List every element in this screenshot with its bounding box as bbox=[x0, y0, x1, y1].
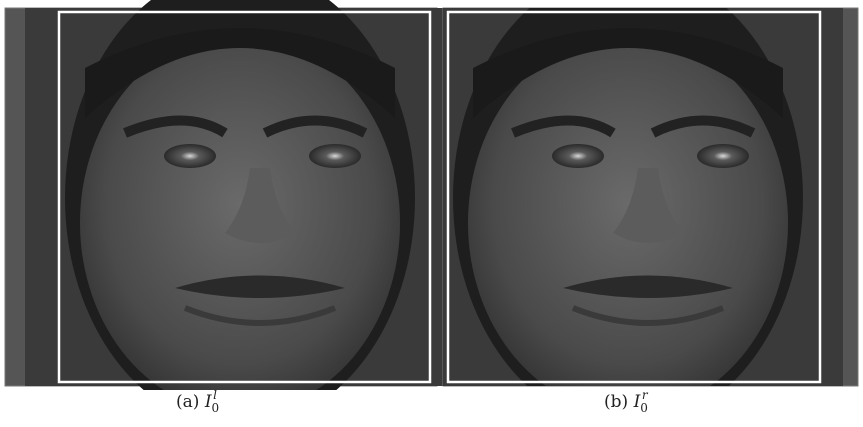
caption-superscript: r bbox=[642, 388, 648, 402]
caption-b: (b) I0r bbox=[604, 392, 648, 412]
caption-a: (a) I0l bbox=[176, 392, 217, 412]
caption-subscript: 0 bbox=[640, 401, 648, 415]
caption-superscript: l bbox=[213, 388, 217, 402]
face-left bbox=[25, 0, 455, 390]
caption-subscript: 0 bbox=[212, 401, 220, 415]
figure-images bbox=[0, 0, 863, 390]
caption-symbol: I bbox=[205, 392, 212, 412]
caption-tag: (b) bbox=[604, 392, 628, 412]
page: (a) I0l (b) I0r bbox=[0, 0, 863, 427]
caption-tag: (a) bbox=[176, 392, 199, 412]
face-right bbox=[413, 0, 843, 390]
